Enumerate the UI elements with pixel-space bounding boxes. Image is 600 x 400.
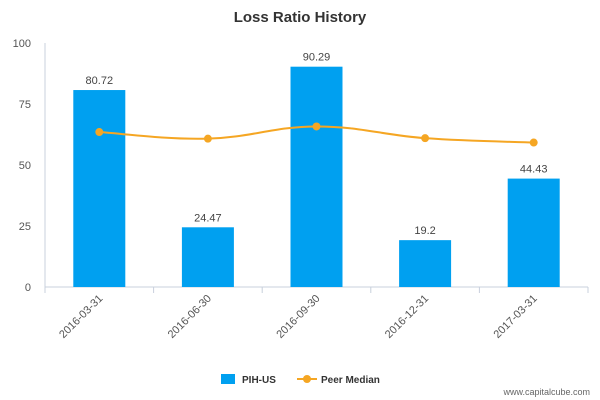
x-tick-label: 2016-06-30 xyxy=(166,293,214,341)
bar-data-label: 80.72 xyxy=(86,75,114,87)
watermark: www.capitalcube.com xyxy=(502,387,590,397)
legend-swatch-dot-peer-median xyxy=(303,375,311,383)
chart-title: Loss Ratio History xyxy=(234,9,367,26)
bar-pih-us xyxy=(73,90,126,287)
legend: PIH-US Peer Median xyxy=(221,374,380,386)
legend-label-peer-median: Peer Median xyxy=(321,375,380,386)
legend-label-pih-us: PIH-US xyxy=(242,375,276,386)
legend-swatch-pih-us xyxy=(221,374,235,384)
data-labels: 80.72 24.47 90.29 19.2 44.43 xyxy=(86,52,548,237)
peer-median-point xyxy=(421,134,430,143)
bar-series xyxy=(73,66,560,287)
bar-pih-us xyxy=(507,178,560,287)
x-tick-label: 2017-03-31 xyxy=(492,293,540,341)
x-tick-label: 2016-12-31 xyxy=(383,293,431,341)
x-tick-label: 2016-03-31 xyxy=(57,293,105,341)
bar-data-label: 24.47 xyxy=(194,212,222,224)
bar-pih-us xyxy=(181,227,234,287)
peer-median-point xyxy=(529,138,538,147)
peer-median-point xyxy=(312,122,321,131)
peer-median-point xyxy=(203,134,212,143)
bar-data-label: 90.29 xyxy=(303,52,331,64)
y-tick-label: 0 xyxy=(25,282,31,294)
bar-data-label: 19.2 xyxy=(414,225,435,237)
bar-data-label: 44.43 xyxy=(520,164,548,176)
y-tick-label: 100 xyxy=(13,38,31,50)
bar-pih-us xyxy=(290,66,343,287)
line-series xyxy=(95,122,538,147)
bar-pih-us xyxy=(399,240,452,287)
x-tick-label: 2016-09-30 xyxy=(274,293,322,341)
peer-median-point xyxy=(95,128,104,137)
y-tick-label: 25 xyxy=(19,221,31,233)
y-tick-label: 50 xyxy=(19,160,31,172)
y-tick-label: 75 xyxy=(19,99,31,111)
